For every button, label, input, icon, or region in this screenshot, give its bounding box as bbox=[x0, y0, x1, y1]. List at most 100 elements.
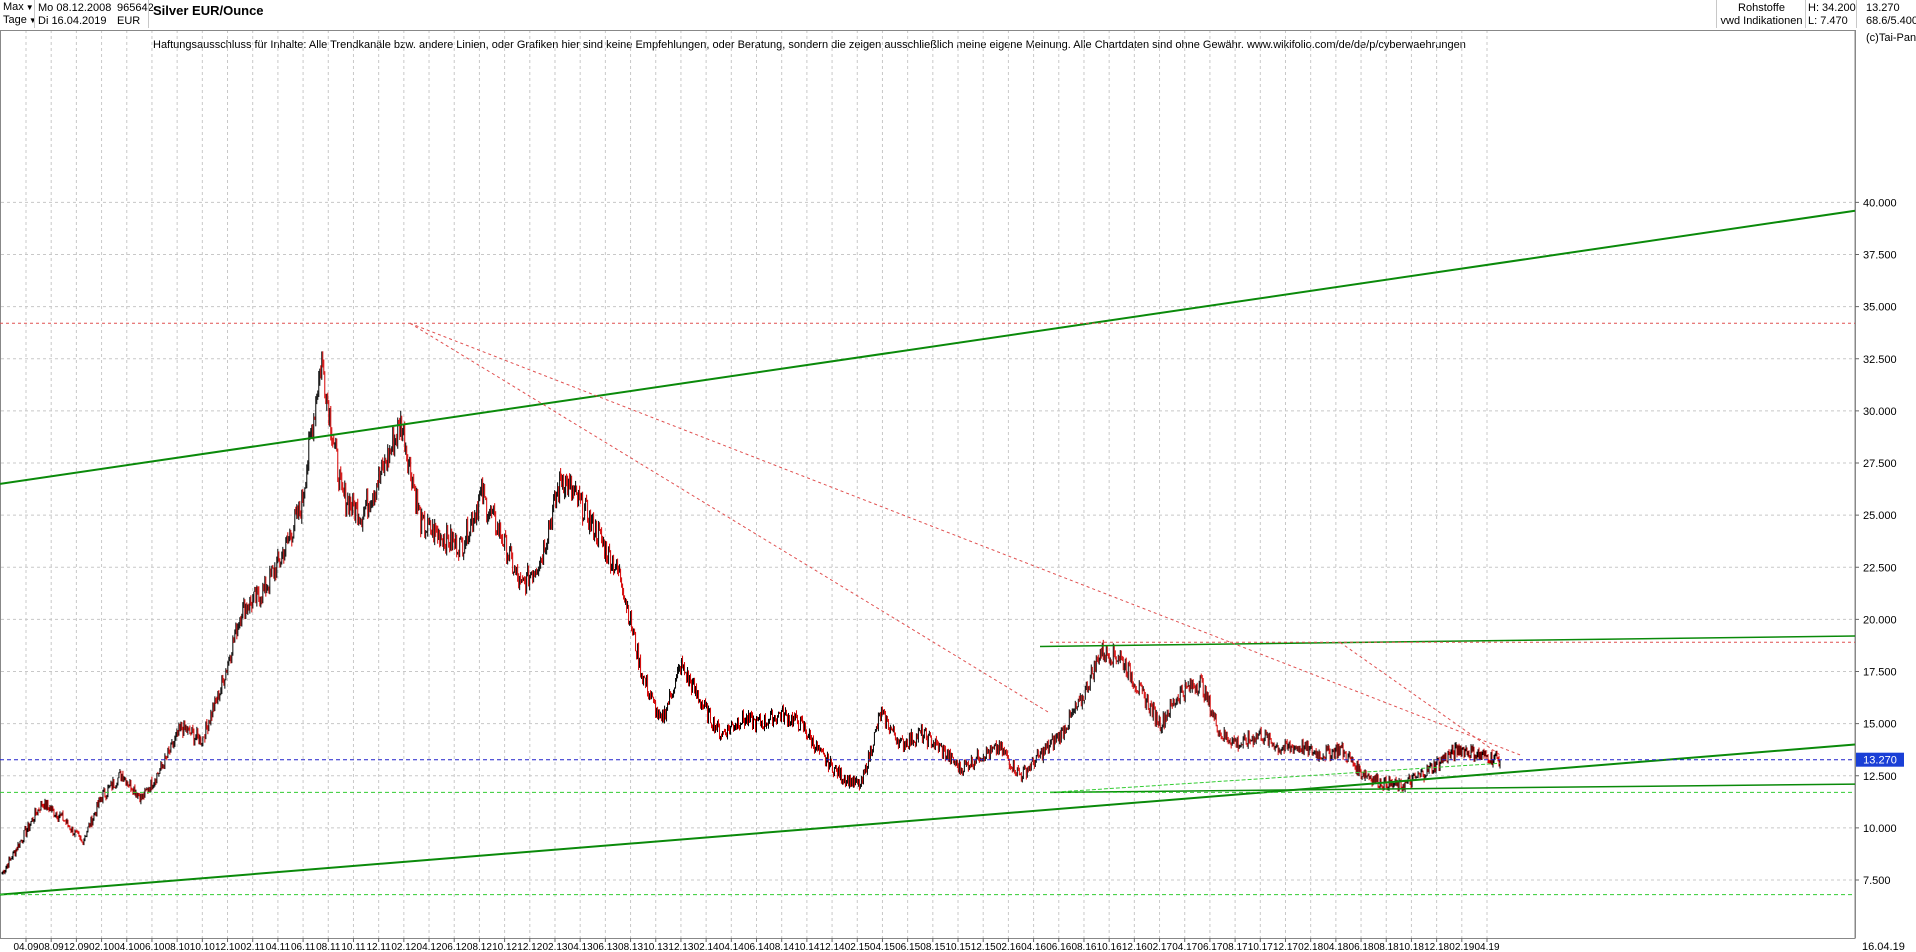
x-tick-label: 02.15 bbox=[845, 942, 870, 952]
x-tick-label: 06.12 bbox=[442, 942, 467, 952]
x-tick-label: 02.12 bbox=[391, 942, 416, 952]
channel-top-line bbox=[1039, 635, 1856, 648]
low-value: L: 7.470 bbox=[1808, 15, 1848, 27]
start-date: Mo 08.12.2008 bbox=[38, 2, 112, 14]
x-tick-label: 10.13 bbox=[643, 942, 668, 952]
x-tick-label: 02.17 bbox=[1147, 942, 1172, 952]
last-price: 13.270 bbox=[1866, 2, 1900, 14]
x-tick-label: 06.16 bbox=[1046, 942, 1071, 952]
y-tick-label: 22.500 bbox=[1863, 562, 1897, 574]
y-tick-label: 25.000 bbox=[1863, 510, 1897, 522]
x-tick-label: 08.16 bbox=[1071, 942, 1096, 952]
x-tick-label: 06.15 bbox=[895, 942, 920, 952]
x-tick-label: 02.14 bbox=[694, 942, 719, 952]
end-date: Di 16.04.2019 bbox=[38, 15, 107, 27]
y-tick-label: 32.500 bbox=[1863, 354, 1897, 366]
x-tick-label: 04.10 bbox=[114, 942, 139, 952]
falling-resistance-1 bbox=[409, 322, 1521, 756]
x-tick-label: 04.17 bbox=[1172, 942, 1197, 952]
x-tick-label: 10.18 bbox=[1399, 942, 1424, 952]
grid bbox=[1, 30, 1855, 938]
x-tick-label: 06.17 bbox=[1197, 942, 1222, 952]
x-tick-label: 08.18 bbox=[1374, 942, 1399, 952]
x-tick-label: 06.13 bbox=[593, 942, 618, 952]
last-price-label-bg bbox=[1856, 752, 1904, 767]
y-tick-label: 10.000 bbox=[1863, 823, 1897, 835]
interval-dropdown[interactable]: Tage ▼ bbox=[3, 14, 37, 27]
support-line bbox=[1049, 762, 1501, 793]
falling-resistance-3 bbox=[1339, 641, 1501, 756]
x-tick-label: 06.18 bbox=[1349, 942, 1374, 952]
x-tick-label: 12.16 bbox=[1122, 942, 1147, 952]
price-series bbox=[1, 351, 1501, 875]
currency: EUR bbox=[117, 15, 141, 27]
channel-bottom-line bbox=[1049, 783, 1856, 794]
axis-labels: 7.500 10.000 12.500 15.000 17.500 20.000 22.50… bbox=[13, 197, 1904, 952]
y-tick-label: 30.000 bbox=[1863, 406, 1897, 418]
x-tick-label: 10.11 bbox=[341, 942, 366, 952]
trend-lines bbox=[0, 209, 1856, 896]
category: Rohstoffe bbox=[1738, 2, 1785, 14]
axes bbox=[0, 30, 1859, 942]
x-tick-label: 08.13 bbox=[618, 942, 643, 952]
x-tick-label: 02.16 bbox=[996, 942, 1021, 952]
x-tick-label: 08.15 bbox=[920, 942, 945, 952]
y-tick-label: 37.500 bbox=[1863, 250, 1897, 262]
x-tick-label: 04.09 bbox=[13, 942, 38, 952]
x-tick-label: 08.09 bbox=[39, 942, 64, 952]
y-tick-label: 27.500 bbox=[1863, 458, 1897, 470]
x-tick-label: 04.14 bbox=[719, 942, 744, 952]
x-tick-label: 10.16 bbox=[1097, 942, 1122, 952]
high-value: H: 34.200 bbox=[1808, 2, 1856, 14]
x-tick-label: 10.12 bbox=[492, 942, 517, 952]
x-tick-label: 12.15 bbox=[971, 942, 996, 952]
x-tick-label: 06.10 bbox=[139, 942, 164, 952]
falling-resistance-2 bbox=[409, 322, 1051, 714]
x-tick-label: 04.15 bbox=[870, 942, 895, 952]
chevron-down-icon: ▼ bbox=[28, 16, 37, 25]
x-tick-label: 12.11 bbox=[367, 942, 392, 952]
plot-frame bbox=[0, 30, 1856, 939]
x-tick-label: 04.12 bbox=[417, 942, 442, 952]
x-tick-label: 04.11 bbox=[266, 942, 291, 952]
x-tick-label: 12.10 bbox=[215, 942, 240, 952]
x-tick-label: 08.14 bbox=[769, 942, 794, 952]
x-tick-label: 10.14 bbox=[794, 942, 819, 952]
x-tick-label: 08.11 bbox=[316, 942, 341, 952]
x-tick-label: 02.18 bbox=[1298, 942, 1323, 952]
interval-dropdown-label: Tage bbox=[3, 14, 27, 26]
range-dropdown-label: Max bbox=[3, 1, 24, 13]
x-tick-label: 12.13 bbox=[668, 942, 693, 952]
upper-trend-line bbox=[0, 209, 1856, 485]
x-tick-label: 04.13 bbox=[568, 942, 593, 952]
credit: (c)Tai-Pan bbox=[1866, 32, 1916, 44]
x-tick-label: 12.12 bbox=[517, 942, 542, 952]
x-tick-label: 02.11 bbox=[241, 942, 266, 952]
x-tick-label: 08.10 bbox=[165, 942, 190, 952]
wkn: 965642 bbox=[117, 2, 154, 14]
y-tick-label: 17.500 bbox=[1863, 667, 1897, 679]
x-tick-label: 10.17 bbox=[1248, 942, 1273, 952]
y-tick-label: 7.500 bbox=[1863, 875, 1891, 887]
instrument-title: Silver EUR/Ounce bbox=[153, 3, 264, 18]
x-tick-label: 04.19 bbox=[1474, 942, 1499, 952]
chart-header: Max ▼ Tage ▼ Mo 08.12.2008 Di 16.04.2019 9… bbox=[0, 0, 1916, 44]
y-tick-label: 35.000 bbox=[1863, 302, 1897, 314]
x-tick-label: 02.13 bbox=[542, 942, 567, 952]
y-tick-label: 12.500 bbox=[1863, 771, 1897, 783]
range-dropdown[interactable]: Max ▼ bbox=[3, 1, 34, 14]
y-tick-label: 20.000 bbox=[1863, 614, 1897, 626]
disclaimer: Haftungsausschluss für Inhalte: Alle Tre… bbox=[153, 39, 1466, 51]
x-tick-label: 10.15 bbox=[946, 942, 971, 952]
x-tick-label: 04.18 bbox=[1323, 942, 1348, 952]
x-tick-label: 12.17 bbox=[1273, 942, 1298, 952]
source: vwd Indikationen bbox=[1720, 15, 1803, 27]
x-tick-label: 04.16 bbox=[1021, 942, 1046, 952]
x-last-label: 16.04.19 bbox=[1862, 941, 1905, 952]
x-tick-label: 06.11 bbox=[291, 942, 316, 952]
y-tick-label: 40.000 bbox=[1863, 197, 1897, 209]
x-tick-label: 06.14 bbox=[744, 942, 769, 952]
lower-trend-line bbox=[0, 743, 1856, 896]
x-tick-label: 10.10 bbox=[190, 942, 215, 952]
